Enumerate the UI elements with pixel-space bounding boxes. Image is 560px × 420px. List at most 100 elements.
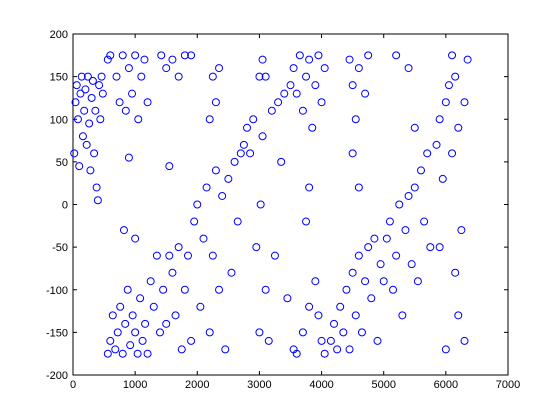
point	[215, 64, 224, 73]
point	[410, 183, 419, 192]
point	[73, 115, 82, 124]
point	[261, 285, 270, 294]
point	[435, 115, 444, 124]
point	[448, 149, 457, 158]
point	[168, 268, 177, 277]
point	[283, 294, 292, 303]
point	[93, 196, 102, 205]
point	[119, 226, 128, 235]
point	[336, 302, 345, 311]
point	[376, 260, 385, 269]
point	[255, 72, 264, 81]
point	[124, 64, 133, 73]
point	[202, 183, 211, 192]
point	[354, 64, 363, 73]
point	[364, 51, 373, 60]
point	[330, 319, 338, 328]
point	[410, 123, 419, 132]
point	[426, 243, 435, 252]
point	[85, 119, 94, 128]
point	[342, 285, 351, 294]
point	[305, 55, 314, 64]
point	[211, 166, 220, 175]
point	[193, 200, 202, 209]
point	[351, 311, 360, 320]
point	[98, 89, 107, 98]
point	[80, 106, 89, 115]
point	[123, 285, 132, 294]
point	[70, 149, 79, 158]
x-tick-label: 7000	[496, 379, 520, 391]
point	[124, 153, 133, 162]
point	[345, 55, 354, 64]
point	[258, 55, 267, 64]
point	[444, 81, 453, 90]
point	[230, 157, 239, 166]
point	[258, 132, 267, 141]
point	[103, 55, 112, 64]
point	[168, 55, 177, 64]
point	[108, 311, 117, 320]
point	[333, 345, 342, 354]
point	[106, 336, 115, 345]
point	[264, 336, 273, 345]
point	[126, 341, 135, 350]
point	[451, 268, 460, 277]
point	[218, 191, 227, 200]
point	[136, 294, 145, 303]
point	[131, 328, 140, 337]
point	[208, 72, 217, 81]
point	[441, 345, 450, 354]
point	[292, 349, 301, 358]
point	[249, 115, 258, 124]
y-tick-label: -150	[46, 327, 68, 339]
point	[77, 72, 86, 81]
point	[407, 260, 416, 269]
point	[361, 89, 370, 98]
point	[354, 183, 363, 192]
point	[320, 64, 329, 73]
point	[97, 72, 106, 81]
point	[457, 226, 466, 235]
y-tick-label: 200	[50, 29, 68, 41]
point	[277, 157, 286, 166]
point	[78, 132, 87, 141]
point	[398, 311, 407, 320]
point	[292, 89, 301, 98]
point	[133, 349, 142, 358]
point	[385, 217, 394, 226]
point	[317, 98, 326, 107]
point	[165, 162, 174, 171]
point	[367, 294, 376, 303]
point	[87, 93, 96, 102]
point	[401, 226, 410, 235]
point	[261, 72, 270, 81]
point	[162, 64, 171, 73]
point	[314, 51, 323, 60]
point	[118, 51, 127, 60]
point	[116, 302, 125, 311]
point	[298, 106, 307, 115]
point	[143, 349, 152, 358]
plot-area	[72, 33, 509, 376]
point	[205, 328, 214, 337]
point	[320, 349, 329, 358]
y-tick-label: 50	[56, 157, 68, 169]
point	[348, 268, 357, 277]
point	[417, 166, 425, 175]
y-tick-label: 100	[50, 114, 68, 126]
point	[295, 51, 304, 60]
y-tick-label: -50	[52, 242, 68, 254]
point	[131, 234, 140, 243]
point	[389, 285, 398, 294]
point	[435, 243, 444, 252]
point	[140, 55, 149, 64]
point	[205, 115, 214, 124]
point	[96, 115, 105, 124]
point	[246, 149, 255, 158]
point	[82, 140, 91, 149]
point	[255, 328, 264, 337]
point	[252, 243, 261, 252]
point	[392, 251, 401, 260]
